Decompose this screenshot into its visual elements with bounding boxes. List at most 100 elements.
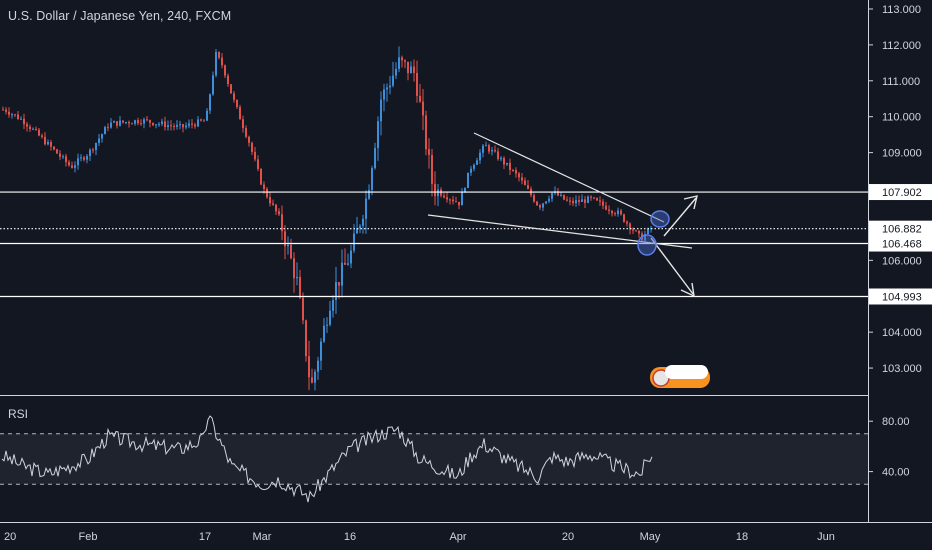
candle-down	[26, 124, 28, 127]
candle-down	[149, 119, 151, 123]
candle-up	[374, 147, 376, 169]
candle-down	[539, 205, 541, 208]
candle-up	[332, 300, 334, 311]
candle-up	[176, 124, 178, 127]
trend-drawings[interactable]	[427, 132, 698, 298]
time-tick-label: 18	[736, 531, 748, 543]
candle-down	[524, 180, 526, 186]
candle-up	[617, 210, 619, 215]
level-price-tag[interactable]	[869, 220, 932, 237]
candle-down	[572, 200, 574, 204]
candle-up	[161, 121, 163, 124]
price-tick-label: 103.000	[882, 363, 922, 375]
candle-down	[56, 149, 58, 154]
candle-up	[185, 125, 187, 128]
candle-up	[20, 118, 22, 120]
candle-up	[320, 341, 322, 361]
price-tick-label: 106.000	[882, 255, 922, 267]
candle-up	[542, 203, 544, 208]
events-badge[interactable]: 2 2 4 1	[650, 365, 710, 388]
candle-up	[383, 89, 385, 100]
candle-up	[359, 225, 361, 229]
badge-counter: 2 2 4 1	[668, 368, 699, 379]
candle-down	[236, 99, 238, 107]
candle-down	[290, 244, 292, 259]
level-price-label: 106.468	[882, 239, 922, 251]
candle-down	[431, 154, 433, 184]
candle-down	[269, 197, 271, 204]
candle-down	[203, 120, 205, 122]
chart-title: U.S. Dollar / Japanese Yen, 240, FXCM	[8, 9, 232, 23]
candle-up	[167, 125, 169, 128]
price-tick-label: 112.000	[882, 40, 921, 52]
candle-down	[515, 170, 517, 174]
arrow-down-line[interactable]	[650, 237, 694, 295]
candle-down	[266, 188, 268, 198]
candle-down	[305, 320, 307, 357]
candle-down	[623, 214, 625, 222]
candle-down	[422, 101, 424, 116]
candle-down	[164, 121, 166, 128]
rsi-line	[1, 415, 653, 503]
candle-up	[62, 156, 64, 158]
candle-down	[521, 177, 523, 181]
marker-circle[interactable]	[637, 234, 657, 256]
upper-trendline[interactable]	[473, 132, 665, 223]
candle-down	[263, 184, 265, 189]
arrow-up-head[interactable]	[683, 195, 698, 210]
candle-down	[257, 159, 259, 169]
candle-down	[428, 149, 430, 155]
candle-down	[518, 173, 520, 178]
candle-down	[509, 162, 511, 170]
candle-down	[242, 119, 244, 129]
candle-down	[260, 168, 262, 185]
candle-down	[494, 150, 496, 152]
candle-up	[506, 162, 508, 165]
candle-up	[479, 152, 481, 161]
level-price-tag[interactable]	[869, 235, 932, 252]
candle-down	[638, 230, 640, 234]
candle-up	[86, 156, 88, 160]
candle-up	[551, 193, 553, 199]
level-price-tag[interactable]	[869, 184, 932, 201]
level-price-label: 106.882	[882, 224, 922, 236]
price-axis[interactable]: 107.902 106.882 106.468 104.993 113.000 112.0…	[868, 4, 932, 479]
candle-up	[125, 122, 127, 124]
candle-up	[32, 128, 34, 130]
candle-down	[563, 194, 565, 200]
candle-down	[578, 200, 580, 202]
candle-down	[224, 65, 226, 76]
horizontal-levels[interactable]	[0, 191, 868, 298]
level-price-label: 107.902	[882, 187, 922, 199]
time-axis[interactable]: 20 Feb 17 Mar 16 Apr 20 May 18 Jun	[4, 531, 835, 543]
arrow-down-head[interactable]	[680, 282, 695, 298]
candle-down	[344, 262, 346, 265]
candle-down	[566, 199, 568, 201]
candle-up	[575, 200, 577, 204]
arrow-up-line[interactable]	[663, 197, 697, 237]
level-price-tag[interactable]	[869, 288, 932, 305]
candle-down	[584, 199, 586, 203]
candle-down	[635, 230, 637, 232]
lower-trendline[interactable]	[427, 214, 693, 249]
candle-down	[92, 149, 94, 151]
time-tick-label: May	[640, 531, 661, 543]
candle-up	[581, 199, 583, 202]
candle-down	[17, 114, 19, 120]
candle-up	[89, 149, 91, 157]
price-tick-label: 110.000	[882, 112, 921, 124]
candle-up	[485, 145, 487, 147]
candle-up	[365, 198, 367, 219]
candle-down	[404, 60, 406, 62]
candle-down	[311, 377, 313, 383]
candle-down	[602, 201, 604, 206]
candle-up	[134, 120, 136, 124]
time-tick-label: 16	[344, 531, 356, 543]
candle-down	[557, 191, 559, 196]
marker-circle[interactable]	[650, 210, 670, 228]
candle-down	[452, 199, 454, 202]
candle-down	[233, 93, 235, 100]
candle-down	[599, 200, 601, 202]
candle-down	[596, 198, 598, 201]
